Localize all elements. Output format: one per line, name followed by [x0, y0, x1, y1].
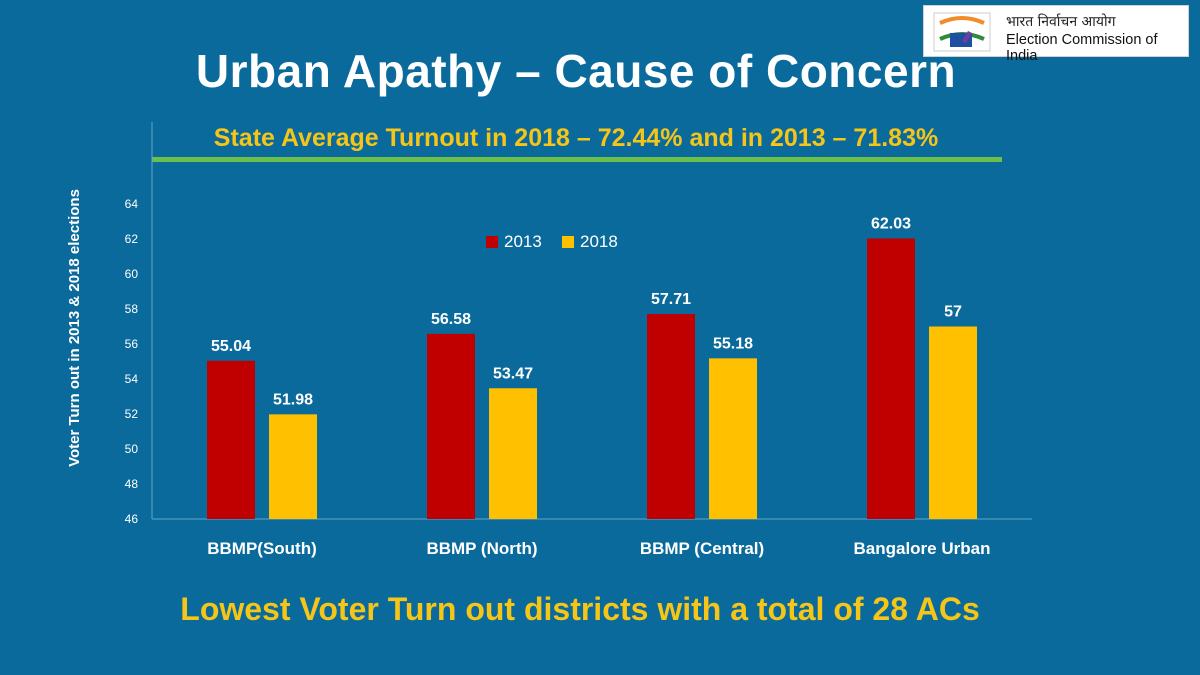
- bar-2018-2: [709, 358, 757, 519]
- bar-2018-3: [929, 326, 977, 519]
- y-tick-label: 64: [125, 197, 139, 211]
- category-label: Bangalore Urban: [854, 539, 991, 558]
- data-label: 57.71: [651, 291, 691, 308]
- bar-2013-2: [647, 314, 695, 519]
- data-label: 62.03: [871, 215, 911, 232]
- data-label: 57: [944, 304, 962, 321]
- slide-title: Urban Apathy – Cause of Concern: [195, 45, 957, 97]
- legend-label: 2013: [504, 232, 542, 251]
- bar-2013-3: [867, 238, 915, 519]
- data-label: 55.18: [713, 335, 753, 352]
- bar-2013-0: [207, 360, 255, 519]
- logo-hindi-text: भारत निर्वाचन आयोग: [1006, 14, 1116, 30]
- bar-2018-1: [489, 388, 537, 519]
- y-tick-label: 62: [125, 232, 139, 246]
- eci-logo: भारत निर्वाचन आयोग Election Commission o…: [923, 5, 1189, 64]
- y-tick-label: 46: [125, 512, 139, 526]
- footer-caption: Lowest Voter Turn out districts with a t…: [180, 591, 980, 627]
- data-label: 51.98: [273, 391, 313, 408]
- y-tick-label: 50: [125, 442, 139, 456]
- logo-english-text: Election Commission of India: [1006, 32, 1158, 64]
- category-label: BBMP (North): [426, 539, 537, 558]
- data-label: 53.47: [493, 365, 533, 382]
- legend-swatch-2018: [562, 236, 574, 248]
- data-label: 55.04: [211, 338, 251, 355]
- y-tick-label: 58: [125, 302, 139, 316]
- bar-2013-1: [427, 333, 475, 519]
- y-tick-label: 56: [125, 337, 139, 351]
- y-tick-label: 54: [125, 372, 139, 386]
- eci-emblem-icon: [933, 12, 991, 52]
- bar-2018-0: [269, 414, 317, 519]
- category-label: BBMP(South): [207, 539, 317, 558]
- y-tick-label: 60: [125, 267, 139, 281]
- state-average-subtitle: State Average Turnout in 2018 – 72.44% a…: [213, 124, 939, 152]
- y-axis-label: Voter Turn out in 2013 & 2018 elections: [66, 189, 83, 467]
- y-tick-label: 48: [125, 477, 139, 491]
- data-label: 56.58: [431, 311, 471, 328]
- y-tick-label: 52: [125, 407, 139, 421]
- subtitle-divider: [152, 157, 1002, 162]
- category-label: BBMP (Central): [640, 539, 764, 558]
- legend-label: 2018: [580, 232, 618, 251]
- legend-swatch-2013: [486, 236, 498, 248]
